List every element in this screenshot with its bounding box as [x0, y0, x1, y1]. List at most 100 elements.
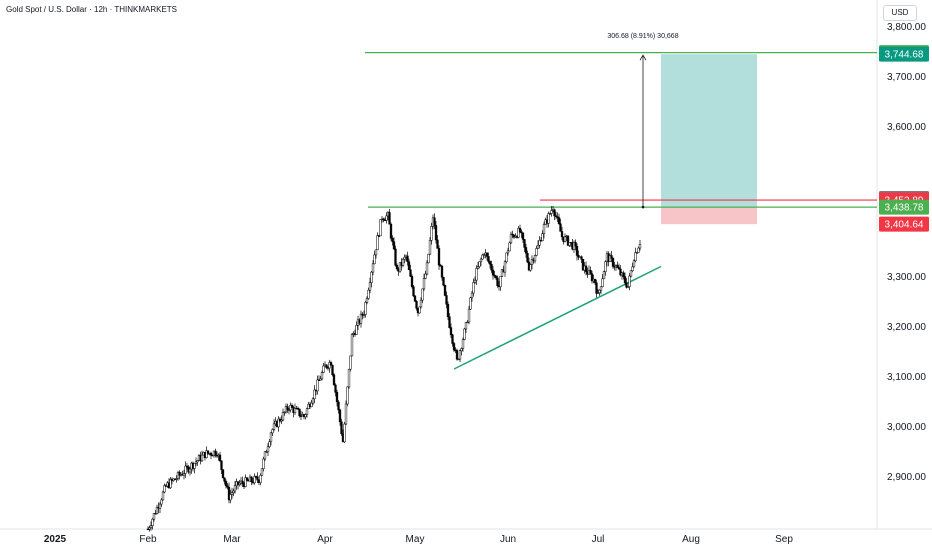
candle-up [530, 259, 534, 265]
candle-down [590, 273, 594, 282]
candle-up [401, 258, 405, 266]
candle-up [232, 490, 235, 493]
candle-down [220, 460, 223, 470]
price-tag[interactable] [879, 199, 929, 215]
candle-up [244, 477, 247, 487]
candle-up [403, 256, 406, 260]
candle-up [476, 266, 480, 269]
candle-down [340, 421, 343, 434]
candle-down [146, 528, 150, 531]
candle-down [214, 450, 217, 456]
candle-up [319, 378, 322, 381]
candle-up [320, 372, 324, 380]
price-tag-label: 3,744.68 [885, 50, 924, 61]
candle-down [407, 261, 411, 271]
candle-down [406, 255, 409, 262]
currency-button[interactable]: USD [883, 5, 917, 21]
candle-down [410, 276, 414, 288]
candle-up [350, 334, 354, 357]
candle-up [155, 506, 159, 514]
candle-down [556, 216, 559, 218]
candle-up [349, 355, 352, 370]
candle-down [329, 362, 333, 366]
candle-up [260, 468, 264, 476]
candle-up [634, 252, 637, 262]
candle-up [517, 227, 520, 238]
price-tag[interactable] [879, 216, 929, 232]
candle-up [602, 271, 606, 280]
candle-down [485, 252, 489, 257]
candle-up [151, 518, 154, 526]
price-tag-label: 3,438.78 [885, 203, 924, 214]
candle-up [233, 485, 237, 492]
x-tick-label: Jun [500, 534, 516, 545]
candle-up [598, 289, 601, 294]
candle-down [496, 277, 499, 286]
candle-down [610, 255, 613, 259]
candle-down [325, 364, 328, 368]
target-zone[interactable] [661, 54, 757, 208]
candle-up [458, 350, 462, 360]
candle-up [475, 268, 478, 281]
candle-up [379, 219, 382, 237]
candle-down [337, 401, 340, 411]
candle-down [520, 231, 523, 234]
candle-up [599, 286, 603, 291]
candle-up [163, 485, 166, 493]
candle-up [638, 244, 642, 249]
candle-up [533, 255, 537, 262]
candle-down [622, 272, 625, 277]
candle-up [604, 261, 607, 272]
candle-down [619, 268, 622, 276]
x-tick-label: Mar [223, 534, 241, 545]
x-tick-label: Aug [682, 534, 700, 545]
candle-up [367, 289, 370, 299]
candle-up [428, 240, 432, 255]
candle-down [623, 276, 627, 283]
candle-down [451, 334, 454, 344]
candle-down [241, 480, 244, 484]
candle-down [299, 415, 303, 417]
candle-up [200, 454, 204, 462]
candle-up [262, 458, 265, 469]
candle-down [491, 269, 495, 276]
candle-down [574, 241, 577, 247]
candle-down [493, 274, 496, 277]
candle-down [245, 477, 249, 481]
x-tick-label: Apr [317, 534, 333, 545]
price-tag[interactable] [879, 46, 929, 62]
candle-up [506, 250, 510, 254]
candle-down [524, 247, 528, 254]
candle-up [628, 275, 631, 287]
candle-down [218, 454, 222, 462]
candle-up [568, 242, 571, 246]
candle-up [548, 213, 552, 215]
candle-up [266, 446, 270, 453]
candle-up [205, 450, 208, 459]
stop-zone[interactable] [661, 207, 757, 225]
candle-up [346, 386, 349, 405]
candle-up [230, 492, 234, 495]
candle-down [581, 258, 585, 271]
candle-up [272, 423, 276, 430]
candle-down [445, 295, 448, 305]
candle-up [499, 276, 502, 288]
candle-up [470, 292, 474, 298]
x-tick-label: 2025 [44, 534, 67, 545]
candle-down [593, 278, 597, 283]
candle-up [161, 491, 165, 501]
candle-up [277, 418, 280, 428]
candle-down [448, 316, 451, 328]
candle-up [626, 286, 630, 288]
candle-down [434, 225, 438, 241]
candle-down [332, 374, 336, 386]
candle-down [250, 476, 253, 483]
candle-down [566, 235, 570, 246]
candle-up [193, 463, 196, 469]
candle-up [322, 365, 325, 373]
candle-down [518, 227, 522, 232]
candle-up [268, 441, 271, 447]
candle-down [185, 465, 189, 468]
symbol-title[interactable]: Gold Spot / U.S. Dollar · 12h · THINKMAR… [6, 5, 178, 14]
